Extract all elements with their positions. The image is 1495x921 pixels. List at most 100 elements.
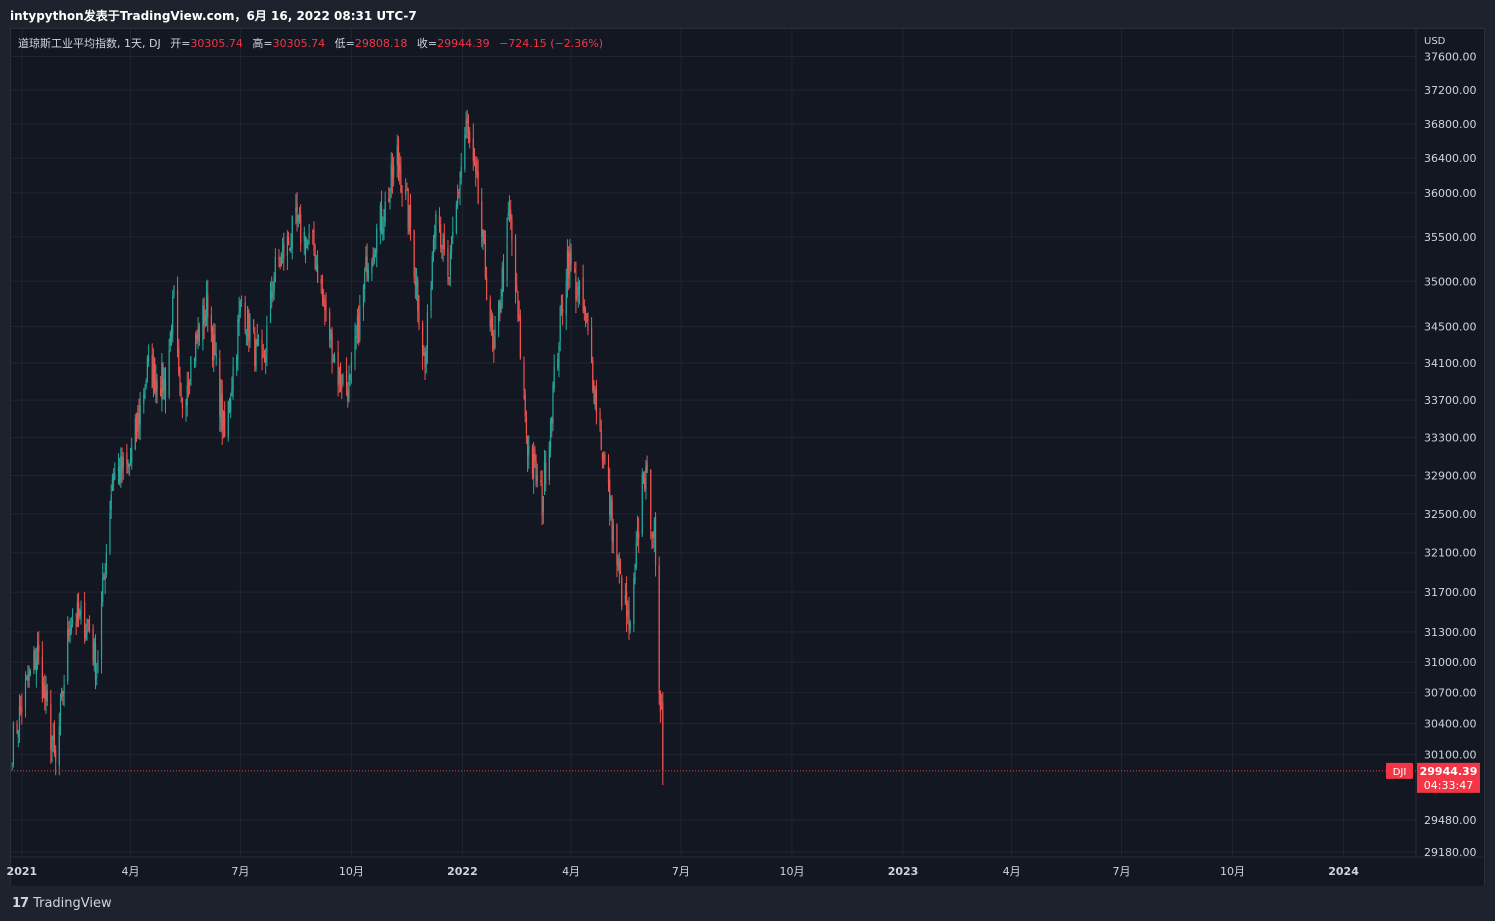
candle-body — [413, 230, 415, 278]
candle-body — [332, 359, 334, 361]
candle — [257, 334, 260, 347]
candle — [203, 297, 205, 340]
candle-body — [423, 352, 425, 356]
candle — [135, 412, 138, 443]
candle-body — [164, 381, 167, 398]
candle — [274, 248, 276, 283]
candle-body — [92, 628, 94, 662]
candle — [641, 468, 643, 538]
candle — [483, 229, 485, 245]
candle-body — [52, 735, 54, 741]
candle — [426, 304, 429, 364]
candle-body — [331, 333, 333, 364]
candle — [443, 223, 445, 256]
time-axis-tick-label: 4月 — [1003, 865, 1021, 878]
candle — [129, 447, 132, 466]
candle-body — [349, 374, 351, 380]
candle-body — [619, 570, 622, 575]
candle-body — [624, 594, 626, 603]
candle — [406, 182, 408, 191]
candle-body — [508, 207, 511, 214]
candle-body — [565, 281, 567, 316]
candles — [11, 109, 664, 786]
candle — [389, 188, 391, 210]
price-axis-tick-label: 30100.00 — [1424, 749, 1477, 762]
candle-body — [248, 310, 250, 341]
candle-body — [397, 147, 400, 167]
time-axis-tick-label: 4月 — [121, 865, 139, 878]
time-axis-tick-label: 10月 — [1220, 865, 1245, 878]
candle-body — [255, 339, 257, 370]
candle-body — [144, 388, 146, 399]
candle — [467, 114, 470, 144]
candle — [469, 126, 471, 149]
candle-body — [590, 328, 593, 363]
candle — [611, 495, 613, 554]
candle-body — [618, 561, 620, 574]
candle-body — [187, 382, 190, 387]
time-axis-tick-label: 7月 — [231, 865, 249, 878]
candle — [502, 254, 505, 292]
candle-body — [422, 322, 424, 355]
candle — [384, 191, 386, 227]
candle-body — [559, 306, 561, 342]
candle — [333, 352, 336, 364]
candle — [610, 495, 612, 521]
candle — [35, 647, 37, 688]
candle-body — [628, 609, 630, 633]
candle-body — [575, 276, 577, 300]
candle — [151, 343, 153, 389]
chart-frame[interactable] — [10, 28, 1485, 887]
candle — [122, 452, 124, 480]
candle — [227, 400, 229, 442]
candle — [290, 233, 292, 254]
candle — [27, 665, 29, 688]
candle — [481, 188, 483, 248]
candle — [137, 405, 139, 439]
candle-body — [163, 378, 165, 391]
candle — [224, 401, 226, 438]
candle-body — [418, 310, 420, 327]
candle-body — [549, 421, 552, 448]
candle-body — [323, 298, 325, 302]
candle-body — [240, 299, 243, 301]
candle — [114, 462, 116, 481]
candle — [590, 317, 593, 364]
candle-body — [320, 278, 322, 285]
candle — [578, 280, 581, 305]
candle-body — [443, 237, 445, 250]
candle-body — [364, 272, 366, 289]
candle-body — [492, 315, 494, 338]
candle-body — [534, 448, 536, 461]
candle — [431, 251, 433, 290]
candle — [143, 388, 145, 414]
chart-canvas[interactable]: USD 37600.00 37200.00 36800.00 36400.00 36000… — [0, 0, 1495, 886]
candle-body — [55, 750, 57, 762]
candle — [423, 345, 425, 357]
candle — [222, 410, 225, 439]
candle — [273, 272, 275, 301]
tradingview-logo[interactable]: 17 TradingView — [12, 896, 112, 911]
candle — [489, 295, 491, 332]
candle — [117, 453, 120, 485]
candle-body — [189, 383, 191, 385]
candle-body — [211, 328, 214, 360]
candle-body — [155, 379, 157, 396]
candle — [582, 264, 584, 314]
candle-body — [42, 683, 45, 698]
candle — [75, 612, 77, 635]
candle-body — [303, 231, 305, 242]
candle-body — [117, 468, 120, 472]
candle-body — [533, 453, 535, 479]
candle — [109, 500, 111, 556]
candle-body — [274, 256, 276, 283]
candle — [238, 296, 240, 337]
candle — [308, 223, 310, 245]
candle — [59, 693, 62, 736]
candle-body — [304, 236, 307, 253]
candle-body — [291, 215, 293, 249]
candle — [355, 325, 357, 350]
candle — [190, 356, 192, 386]
candle-body — [75, 622, 77, 627]
candle — [279, 256, 281, 270]
